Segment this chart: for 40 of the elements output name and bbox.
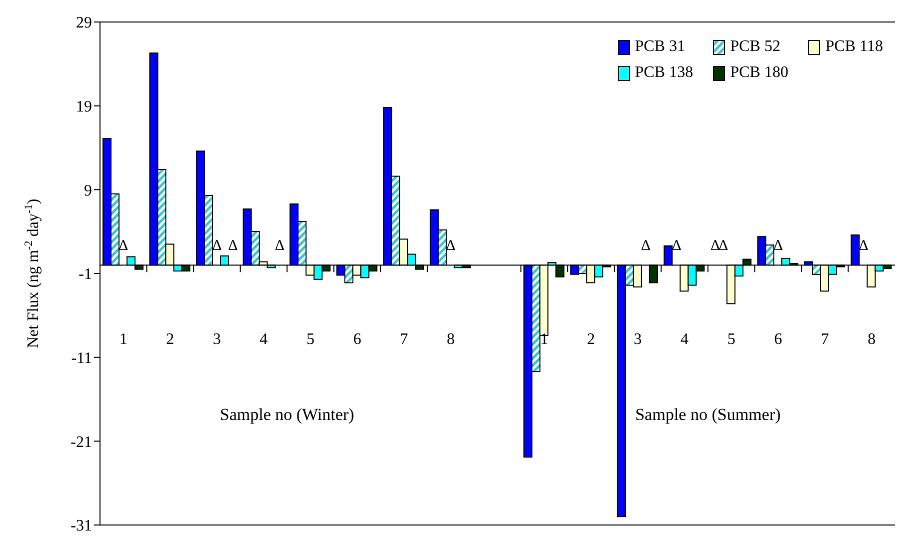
- y-tick-label: 9: [84, 182, 92, 200]
- x-tick-label: 6: [353, 330, 362, 348]
- legend-label: PCB 52: [730, 38, 780, 56]
- y-tick-label: 29: [76, 14, 92, 32]
- y-tick-label: -1: [78, 266, 92, 284]
- x-tick-label: 5: [727, 330, 736, 348]
- x-tick-label: 2: [587, 330, 596, 348]
- text: Δ: [640, 238, 651, 254]
- y-tick-label: 19: [76, 98, 92, 116]
- y-tick-label: -21: [70, 434, 92, 451]
- text: Δ: [212, 238, 222, 254]
- x-tick-label: 2: [166, 330, 174, 348]
- text: Δ: [773, 238, 783, 254]
- text: Δ: [672, 238, 682, 254]
- annotation: Sample no (Summer): [635, 405, 781, 424]
- legend-label: PCB 118: [825, 38, 883, 56]
- legend-label: PCB 31: [634, 38, 686, 56]
- x-tick-label: 5: [306, 330, 314, 348]
- x-tick-label: 4: [680, 330, 689, 348]
- annotation: Sample no (Winter): [220, 405, 354, 424]
- x-tick-label: 6: [774, 330, 782, 348]
- x-tick-label: 8: [446, 330, 455, 348]
- text: Δ: [858, 238, 868, 254]
- text: Δ: [118, 238, 128, 254]
- legend-label: PCB 180: [730, 64, 788, 82]
- text: Δ: [718, 238, 728, 254]
- x-tick-label: 1: [540, 330, 548, 348]
- legend-label: PCB 138: [634, 64, 694, 82]
- x-tick-label: 7: [400, 330, 408, 348]
- x-tick-label: 8: [868, 330, 876, 348]
- text: Δ: [228, 238, 238, 254]
- x-tick-label: 4: [260, 330, 268, 348]
- y-tick-label: -31: [70, 518, 92, 535]
- text: Δ: [274, 238, 285, 254]
- text: Δ: [710, 238, 720, 254]
- x-tick-label: 3: [634, 330, 642, 348]
- x-tick-label: 7: [820, 330, 829, 348]
- y-tick-label: -11: [71, 350, 92, 368]
- x-tick-label: 1: [119, 330, 128, 348]
- x-tick-label: 3: [212, 330, 221, 348]
